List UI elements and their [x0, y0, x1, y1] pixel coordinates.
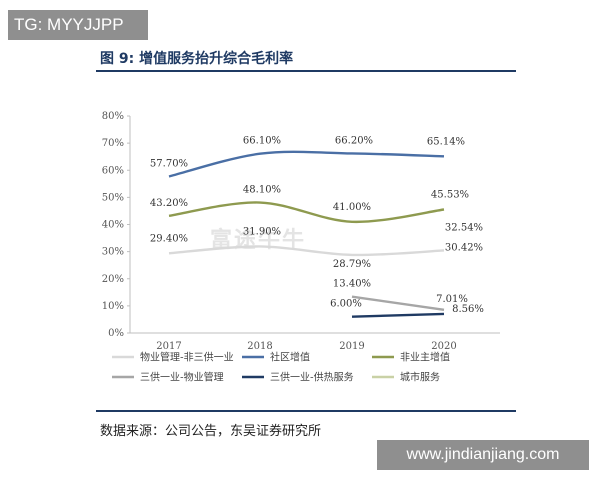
data-label: 66.10% [243, 136, 281, 147]
data-label: 29.40% [150, 233, 188, 244]
y-tick-label: 70% [102, 138, 124, 149]
figure-title: 图 9: 增值服务抬升综合毛利率 [100, 51, 294, 67]
x-tick-label: 2020 [431, 341, 456, 352]
data-label: 28.79% [333, 259, 371, 270]
x-tick-label: 2018 [247, 341, 272, 352]
legend-label: 物业管理-非三供一业 [140, 351, 234, 364]
y-tick-label: 80% [102, 111, 124, 122]
x-tick-label: 2017 [156, 341, 181, 352]
x-tick-label: 2019 [339, 341, 364, 352]
data-label: 7.01% [436, 294, 468, 305]
series-line [168, 201, 445, 223]
y-tick-label: 60% [102, 165, 124, 176]
watermark-bottom: www.jindianjiang.com [377, 440, 589, 470]
data-label: 43.20% [150, 198, 188, 209]
data-label: 30.42% [445, 242, 483, 253]
watermark-top: TG: MYYJJPP [8, 10, 148, 40]
legend-label: 非业主增值 [400, 351, 450, 364]
legend-label: 三供一业-物业管理 [140, 371, 224, 384]
title-rule [96, 70, 516, 72]
y-tick-label: 10% [102, 301, 124, 312]
data-label: 45.53% [431, 189, 469, 200]
source-note: 数据来源：公司公告，东吴证券研究所 [100, 424, 322, 439]
data-label: 65.14% [427, 136, 465, 147]
series-line [168, 245, 445, 257]
y-tick-label: 20% [102, 274, 124, 285]
y-tick-label: 50% [102, 192, 124, 203]
y-tick-label: 0% [108, 328, 124, 339]
data-label: 6.00% [330, 299, 362, 310]
data-label: 8.56% [452, 304, 484, 315]
legend-label: 社区增值 [270, 351, 310, 364]
data-label: 13.40% [333, 279, 371, 290]
series-line [351, 312, 445, 318]
data-label: 57.70% [150, 158, 188, 169]
data-label: 66.20% [335, 135, 373, 146]
data-label: 48.10% [243, 185, 281, 196]
legend-label: 城市服务 [400, 371, 440, 384]
source-rule [96, 410, 516, 412]
series-line [168, 150, 445, 178]
legend-label: 三供一业-供热服务 [270, 371, 354, 384]
data-label: 32.54% [445, 223, 483, 234]
line-chart: 0% 10% 20% 30% 40% 50% 60% 70% 80% 2017 2018 2019 20… [102, 111, 500, 384]
series-line [351, 295, 445, 311]
y-tick-label: 30% [102, 247, 124, 258]
data-label: 31.90% [243, 226, 281, 237]
y-tick-label: 40% [102, 220, 124, 231]
data-label: 41.00% [333, 202, 371, 213]
